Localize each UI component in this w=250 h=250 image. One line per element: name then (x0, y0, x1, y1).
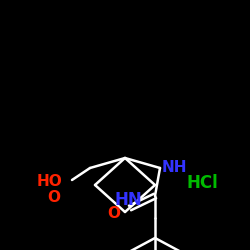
Text: HCl: HCl (186, 174, 218, 192)
Text: O: O (107, 206, 120, 220)
Text: HO: HO (36, 174, 62, 190)
Text: O: O (47, 190, 60, 206)
Text: NH: NH (161, 160, 187, 176)
Text: HN: HN (114, 191, 142, 209)
